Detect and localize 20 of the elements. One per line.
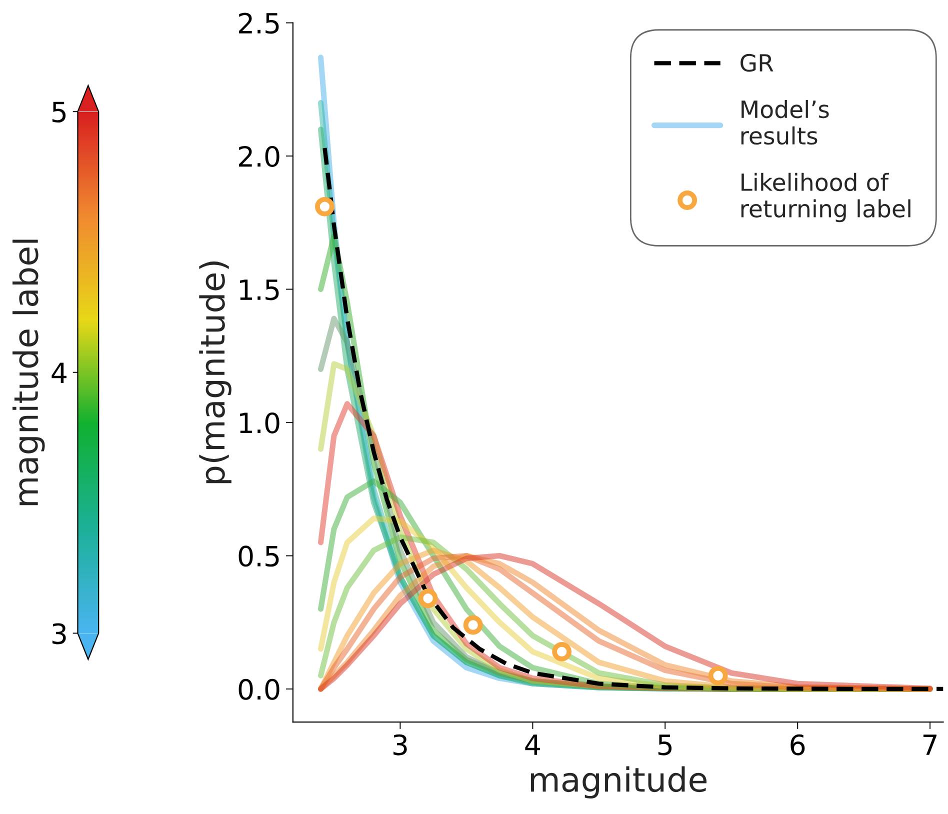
y-axis-title: p(magnitude) <box>199 262 232 484</box>
color-bar-label: 5 <box>52 102 66 123</box>
x-axis-title: magnitude <box>530 766 706 799</box>
y-tick-label: 2.0 <box>238 146 280 167</box>
x-tick-label: 4 <box>525 734 540 755</box>
x-tick-label: 7 <box>923 734 936 755</box>
y-tick-label: 1.0 <box>240 412 280 434</box>
color-bar-title: magnitude label <box>12 240 45 506</box>
legend-label: Likelihood of returning label <box>741 172 910 222</box>
y-tick-label: 1.5 <box>240 280 279 300</box>
legend-label: Model’s results <box>741 100 829 145</box>
y-tick-label: 0.5 <box>238 546 279 567</box>
x-tick-label: 6 <box>790 734 805 756</box>
color-bar-label: 4 <box>52 362 66 383</box>
x-tick-label: 3 <box>394 734 407 756</box>
y-tick-label: 2.5 <box>238 12 279 34</box>
legend-label: GR <box>740 54 774 72</box>
y-tick-label: 0.0 <box>238 678 280 700</box>
x-tick-label: 5 <box>658 734 672 756</box>
color-bar-label: 3 <box>52 623 66 644</box>
